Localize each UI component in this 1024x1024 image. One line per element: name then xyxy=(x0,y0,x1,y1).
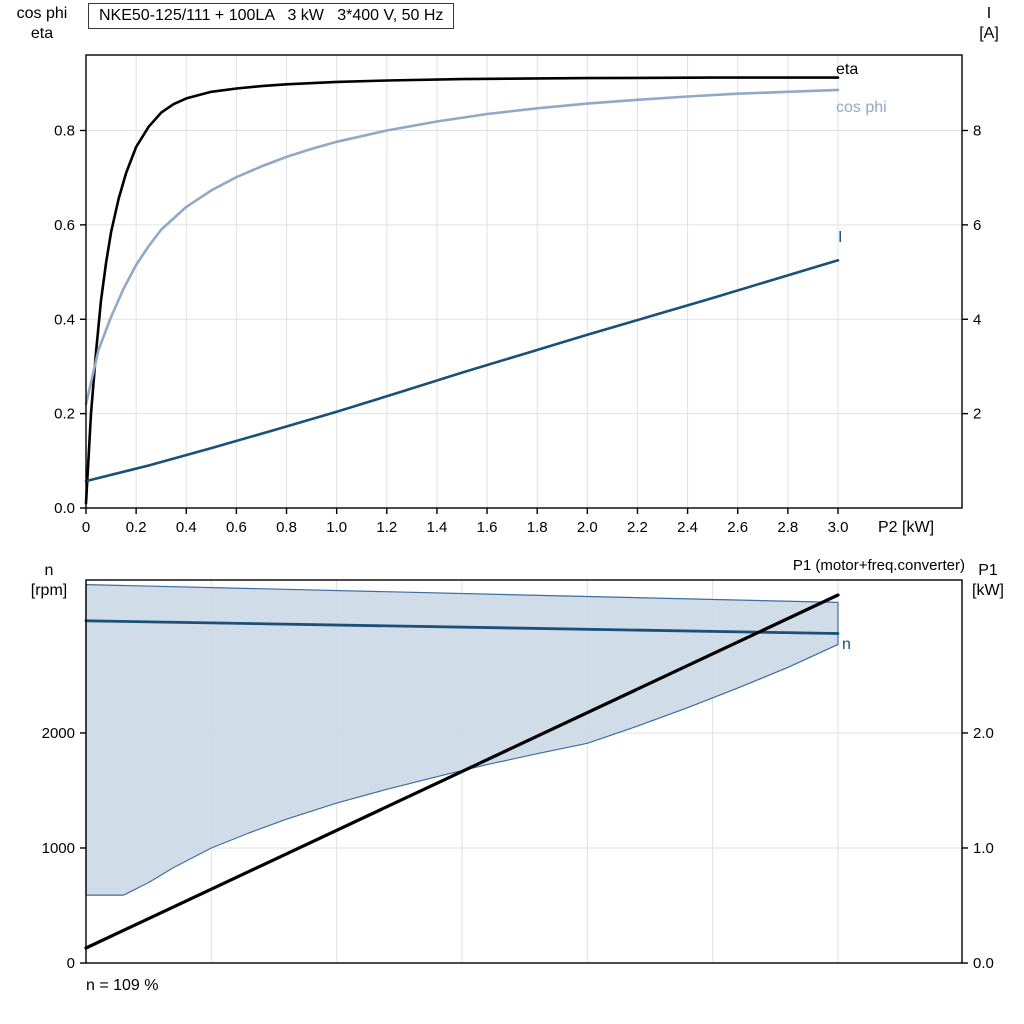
current-unit-label: [A] xyxy=(979,25,999,42)
x-tick-label: 1.8 xyxy=(527,519,548,536)
x-tick-label: 0 xyxy=(82,519,90,536)
x-tick-label: 2.4 xyxy=(677,519,698,536)
top-chart-frame xyxy=(85,54,963,509)
curve-p1-motor-freq-converter- xyxy=(84,593,840,950)
y-left-tick-label: 1000 xyxy=(42,840,75,857)
y-right-tick-label: 6 xyxy=(973,217,981,234)
y-left-tick-label: 0.8 xyxy=(54,123,75,140)
bottom-chart-frame xyxy=(85,579,963,964)
current-curve-label: I xyxy=(838,229,843,246)
y-right-tick-label: 0.0 xyxy=(973,955,994,972)
x-tick-label: 1.2 xyxy=(376,519,397,536)
eta-axis-label: eta xyxy=(30,25,54,42)
y-left-tick-label: 0.0 xyxy=(54,500,75,517)
chart-title: NKE50-125/111 + 100LA 3 kW 3*400 V, 50 H… xyxy=(99,7,444,24)
y-right-tick-label: 2 xyxy=(973,406,981,423)
speed-axis-label: n xyxy=(44,562,54,579)
y-left-tick-label: 0.4 xyxy=(54,311,75,328)
current-axis-label: I xyxy=(986,5,992,22)
curve-n xyxy=(84,619,840,635)
x-tick-label: 2.8 xyxy=(777,519,798,536)
x-tick-label: 3.0 xyxy=(828,519,849,536)
y-left-tick-label: 2000 xyxy=(42,725,75,742)
x-tick-label: 2.6 xyxy=(727,519,748,536)
curve-cos-phi xyxy=(84,88,840,406)
curve-I xyxy=(84,259,840,483)
y-right-tick-label: 8 xyxy=(973,123,981,140)
y-left-tick-label: 0 xyxy=(67,955,75,972)
x-tick-label: 0.2 xyxy=(126,519,147,536)
curve-eta xyxy=(84,76,840,505)
y-right-tick-label: 1.0 xyxy=(973,840,994,857)
x-tick-label: 2.0 xyxy=(577,519,598,536)
x-tick-label: 1.6 xyxy=(477,519,498,536)
cos-phi-curve-label: cos phi xyxy=(836,99,887,116)
x-tick-label: 2.2 xyxy=(627,519,648,536)
top-left-axis-title: cos phi eta xyxy=(4,4,80,44)
top-right-axis-title: I [A] xyxy=(958,4,1020,44)
p1-curve-label: P1 (motor+freq.converter) xyxy=(792,557,965,574)
bottom-right-axis-title: P1 [kW] xyxy=(956,561,1020,601)
y-left-tick-label: 0.6 xyxy=(54,217,75,234)
x-axis-title: P2 [kW] xyxy=(878,519,935,536)
y-right-tick-label: 4 xyxy=(973,311,981,328)
x-tick-label: 0.4 xyxy=(176,519,197,536)
y-left-tick-label: 0.2 xyxy=(54,406,75,423)
bottom-left-axis-title: n [rpm] xyxy=(16,561,82,601)
chart-title-box: NKE50-125/111 + 100LA 3 kW 3*400 V, 50 H… xyxy=(88,3,455,29)
p1-axis-label: P1 xyxy=(978,562,998,579)
x-tick-label: 0.8 xyxy=(276,519,297,536)
speed-percent-annotation: n = 109 % xyxy=(86,977,159,994)
x-tick-label: 1.0 xyxy=(326,519,347,536)
p1-unit-label: [kW] xyxy=(972,582,1004,599)
x-tick-label: 1.4 xyxy=(427,519,448,536)
speed-range-band xyxy=(85,584,839,896)
x-tick-label: 0.6 xyxy=(226,519,247,536)
y-right-tick-label: 2.0 xyxy=(973,725,994,742)
cos-phi-axis-label: cos phi xyxy=(16,5,68,22)
speed-curve-label: n xyxy=(842,636,851,653)
eta-curve-label: eta xyxy=(836,61,859,78)
speed-unit-label: [rpm] xyxy=(30,582,68,599)
